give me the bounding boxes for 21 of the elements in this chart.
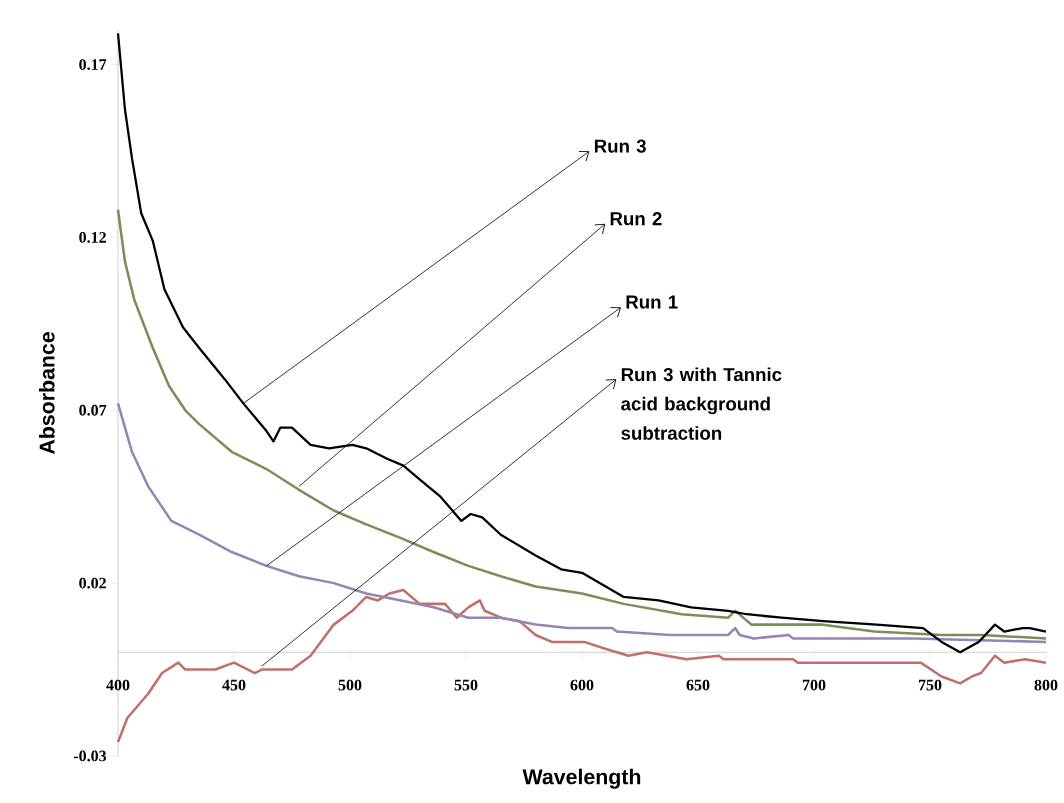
annotation: Run 2 [610,212,662,226]
y-tick-label: -0.03 [73,750,107,762]
x-tick-label: 650 [686,679,710,691]
x-tick-label: 800 [1034,679,1058,691]
annotation: Run 1 [626,295,678,309]
x-tick-label: 600 [570,679,594,691]
x-tick-label: 700 [802,679,826,691]
x-tick-label: 750 [918,679,942,691]
annotation: Run 3 [594,139,646,153]
y-tick-label: 0.07 [79,404,107,416]
line-series [116,208,1048,640]
annotation: Run 3 with Tannic acid background subtraction [621,367,782,440]
x-axis-title: Wavelength [522,768,641,789]
y-tick-label: 0.17 [79,59,107,70]
y-tick-label: 0.12 [79,231,106,243]
y-tick-label: 0.02 [79,577,106,589]
x-tick-label: 500 [338,679,362,691]
x-tick-label: 400 [106,679,130,691]
y-axis-title: Absorbance [38,332,55,455]
x-tick-label: 550 [454,679,478,691]
x-tick-label: 450 [222,679,246,691]
